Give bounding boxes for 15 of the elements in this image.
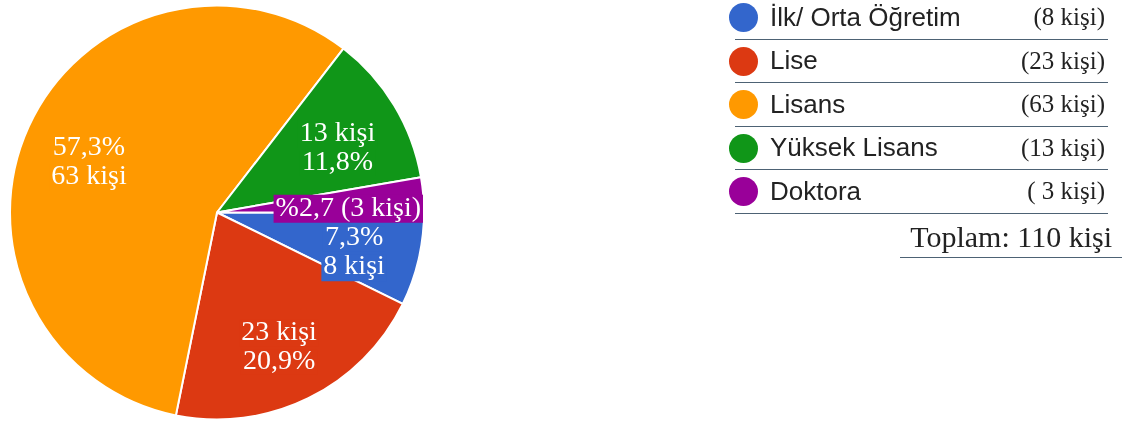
text: ( 3 kişi)	[1027, 177, 1105, 206]
text: (13 kişi)	[1020, 133, 1105, 162]
text: Toplam: 110 kişi	[900, 213, 1122, 258]
text: (63 kişi)	[1020, 90, 1105, 119]
legend-label: Yüksek Lisans	[770, 132, 938, 164]
data-label: %2,7 (3 kişi)	[275, 190, 421, 222]
legend-label: İlk/ Orta Öğretim	[770, 1, 961, 33]
data-label: 23 kişi 20,9%	[241, 314, 318, 375]
legend-label: Doktora	[770, 175, 862, 207]
legend-label: Lise	[770, 45, 818, 77]
legend-label: Lisans	[770, 88, 846, 120]
text: (8 kişi)	[1033, 3, 1105, 32]
data-label: 13 kişi 11,8%	[299, 115, 376, 176]
data-label: 57,3% 63 kişi	[51, 129, 127, 190]
text: (23 kişi)	[1020, 46, 1105, 75]
